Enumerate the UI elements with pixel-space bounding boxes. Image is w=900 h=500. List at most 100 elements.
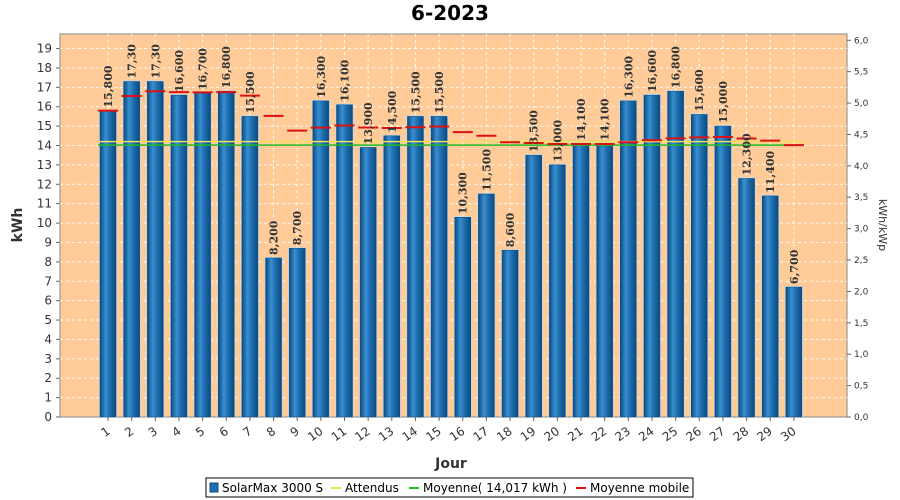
y-right-tick-label: 5,0 xyxy=(854,99,869,109)
x-tick-label: 6 xyxy=(217,424,231,440)
bar-21 xyxy=(572,143,590,418)
data-label: 11,500 xyxy=(480,149,493,191)
x-tick-label: 17 xyxy=(471,424,492,444)
x-tick-label: 7 xyxy=(240,424,254,440)
data-label: 6,700 xyxy=(788,249,801,284)
y-tick-label: 9 xyxy=(44,235,52,249)
bar-10 xyxy=(312,100,330,418)
x-tick-label: 4 xyxy=(169,424,183,440)
bar-11 xyxy=(336,104,353,418)
x-tick-label: 16 xyxy=(447,424,468,444)
data-label: 16,800 xyxy=(670,46,683,88)
bar-23 xyxy=(620,100,637,418)
legend: SolarMax 3000 S Attendus Moyenne( 14,017… xyxy=(205,477,694,498)
data-label: 12,300 xyxy=(741,133,754,175)
x-tick-label: 15 xyxy=(423,424,444,444)
data-label: 14,100 xyxy=(575,98,588,140)
y-tick-label: 3 xyxy=(44,352,52,366)
data-label: 8,700 xyxy=(291,210,304,245)
x-tick-label: 11 xyxy=(329,424,350,444)
bar-13 xyxy=(383,135,401,418)
x-tick-label: 2 xyxy=(122,424,136,440)
bar-14 xyxy=(407,116,424,418)
bar-19 xyxy=(525,154,542,418)
legend-label-solarmax: SolarMax 3000 S xyxy=(222,481,323,495)
bar-29 xyxy=(761,195,779,418)
x-tick-label: 27 xyxy=(707,424,728,444)
x-tick-label: 24 xyxy=(636,424,657,444)
data-label: 10,300 xyxy=(457,172,470,214)
y-tick-label: 10 xyxy=(37,216,52,230)
x-tick-label: 28 xyxy=(731,424,752,444)
bar-24 xyxy=(643,94,661,418)
bar-12 xyxy=(359,147,377,418)
legend-frame xyxy=(205,477,694,498)
y-axis-title: kWh xyxy=(10,208,26,243)
bar-9 xyxy=(288,248,306,418)
y-tick-label: 18 xyxy=(37,61,52,75)
bar-20 xyxy=(549,164,566,418)
y-right-tick-label: 1,0 xyxy=(854,350,869,360)
y-tick-label: 16 xyxy=(37,100,52,114)
x-tick-label: 29 xyxy=(754,424,775,444)
x-axis-title: Jour xyxy=(434,456,467,472)
bar-17 xyxy=(478,193,495,418)
y-right-tick-label: 4,5 xyxy=(854,130,868,140)
bar-7 xyxy=(241,116,259,418)
y-tick-label: 17 xyxy=(37,80,52,94)
y-right-tick-label: 4,0 xyxy=(854,162,869,172)
x-tick-label: 21 xyxy=(565,424,586,444)
y-tick-label: 0 xyxy=(44,410,52,424)
x-tick-label: 10 xyxy=(305,424,326,444)
bar-8 xyxy=(265,257,282,418)
x-tick-label: 30 xyxy=(778,424,799,444)
x-tick-label: 25 xyxy=(660,424,681,444)
x-tick-label: 13 xyxy=(376,424,397,444)
y-right-tick-label: 3,0 xyxy=(854,225,869,235)
data-label: 13,900 xyxy=(362,102,375,144)
y-tick-label: 8 xyxy=(44,255,52,269)
data-labels: 15,800 17,30 17,30 16,600 16,700 16,800 15,500… xyxy=(102,44,801,284)
bar-26 xyxy=(691,114,708,418)
y-right-tick-label: 1,5 xyxy=(854,319,868,329)
bar-18 xyxy=(501,249,519,418)
x-tick-label: 18 xyxy=(494,424,515,444)
y-right-tick-label: 0,5 xyxy=(854,382,868,392)
y-tick-label: 14 xyxy=(37,139,52,153)
reference-lines xyxy=(98,140,804,146)
x-tick-label: 1 xyxy=(98,424,112,440)
y-right-tick-label: 0,0 xyxy=(854,413,869,423)
y-right-tick-label: 6,0 xyxy=(854,36,869,46)
x-tick-label: 20 xyxy=(542,424,563,444)
y-tick-label: 15 xyxy=(37,119,52,133)
bar-27 xyxy=(714,125,732,418)
y-right-tick-label: 2,5 xyxy=(854,256,868,266)
x-tick-label: 9 xyxy=(288,424,302,440)
x-tick-label: 19 xyxy=(518,424,539,444)
y-tick-label: 5 xyxy=(44,313,52,327)
y-right-tick-label: 2,0 xyxy=(854,287,869,297)
x-tick-label: 12 xyxy=(352,424,373,444)
data-label: 16,100 xyxy=(339,59,352,101)
data-label: 15,500 xyxy=(409,71,422,113)
y-axis-right-title: kWh/kWp xyxy=(876,199,889,251)
data-label: 13,000 xyxy=(551,119,564,161)
x-axis: 1 2 3 4 5 6 7 8 9 10 11 12 13 14 15 16 17 18 19 20 21 22 23 24 2… xyxy=(98,417,799,444)
y-tick-label: 6 xyxy=(44,294,52,308)
x-tick-label: 26 xyxy=(683,424,704,444)
bar-3 xyxy=(147,81,164,418)
bar-4 xyxy=(170,94,188,418)
bar-28 xyxy=(738,178,755,418)
y-tick-label: 12 xyxy=(37,177,52,191)
y-tick-label: 4 xyxy=(44,332,52,346)
y-tick-label: 11 xyxy=(37,197,52,211)
bar-2 xyxy=(123,81,140,418)
data-label: 15,600 xyxy=(693,69,706,111)
x-tick-label: 22 xyxy=(589,424,610,444)
x-tick-label: 5 xyxy=(193,424,207,440)
y-tick-label: 2 xyxy=(44,371,52,385)
data-label: 14,100 xyxy=(599,98,612,140)
data-label: 16,800 xyxy=(220,46,233,88)
y-tick-label: 13 xyxy=(37,158,52,172)
